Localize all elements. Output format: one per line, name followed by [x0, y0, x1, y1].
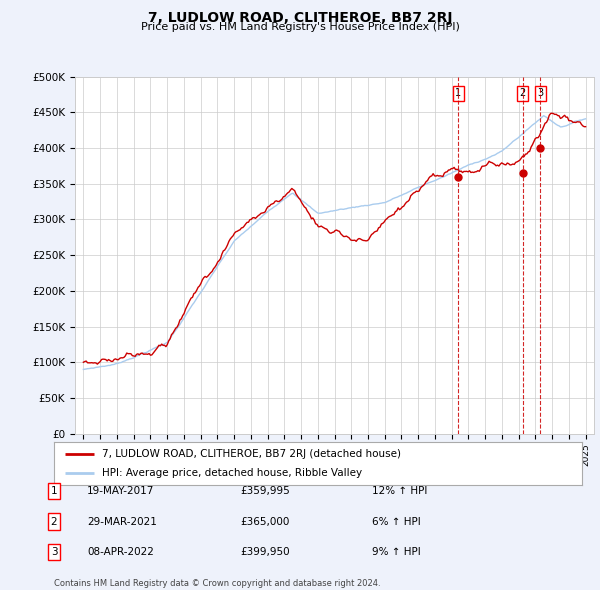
Text: 6% ↑ HPI: 6% ↑ HPI: [372, 517, 421, 526]
Text: 08-APR-2022: 08-APR-2022: [87, 548, 154, 557]
Text: 3: 3: [537, 88, 544, 98]
Text: 19-MAY-2017: 19-MAY-2017: [87, 486, 154, 496]
Text: 1: 1: [455, 88, 461, 98]
Text: £399,950: £399,950: [240, 548, 290, 557]
Text: 1: 1: [50, 486, 58, 496]
Text: 7, LUDLOW ROAD, CLITHEROE, BB7 2RJ: 7, LUDLOW ROAD, CLITHEROE, BB7 2RJ: [148, 11, 452, 25]
Text: HPI: Average price, detached house, Ribble Valley: HPI: Average price, detached house, Ribb…: [101, 468, 362, 478]
Text: 2: 2: [520, 88, 526, 98]
Point: [453, 172, 463, 181]
Point: [518, 168, 527, 178]
Text: 7, LUDLOW ROAD, CLITHEROE, BB7 2RJ (detached house): 7, LUDLOW ROAD, CLITHEROE, BB7 2RJ (deta…: [101, 448, 401, 458]
Text: Price paid vs. HM Land Registry's House Price Index (HPI): Price paid vs. HM Land Registry's House …: [140, 22, 460, 32]
Text: 29-MAR-2021: 29-MAR-2021: [87, 517, 157, 526]
Text: £365,000: £365,000: [240, 517, 289, 526]
Text: 12% ↑ HPI: 12% ↑ HPI: [372, 486, 427, 496]
Text: Contains HM Land Registry data © Crown copyright and database right 2024.
This d: Contains HM Land Registry data © Crown c…: [54, 579, 380, 590]
Text: £359,995: £359,995: [240, 486, 290, 496]
Point: [535, 143, 545, 153]
Text: 9% ↑ HPI: 9% ↑ HPI: [372, 548, 421, 557]
Text: 2: 2: [50, 517, 58, 526]
Text: 3: 3: [50, 548, 58, 557]
